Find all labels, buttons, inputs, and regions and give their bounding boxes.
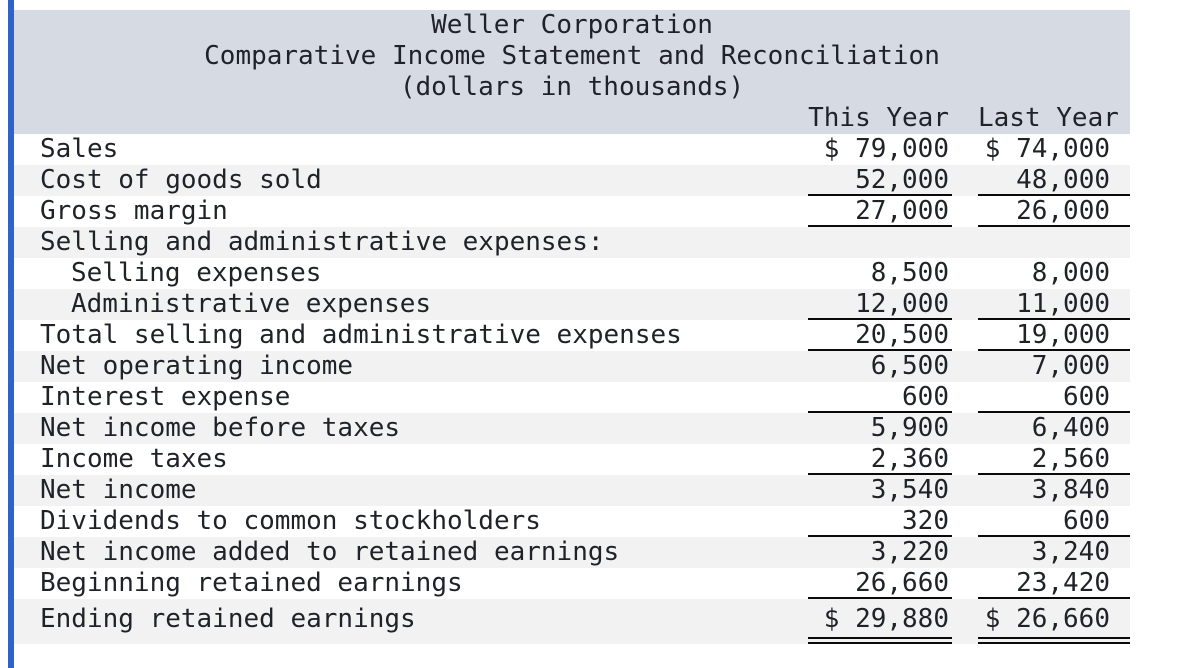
value-this-year: 3,540 (870, 475, 949, 505)
value-last-year: 6,400 (1031, 413, 1110, 443)
table-row: Total selling and administrative expense… (14, 320, 1130, 351)
value-last-year: $ 74,000 (984, 134, 1110, 164)
table-row: Sales $ 79,000 $ 74,000 (14, 134, 1130, 165)
value-last-year: 7,000 (1031, 351, 1110, 381)
value-last-year: 600 (978, 382, 1130, 413)
table-row: Income taxes 2,360 2,560 (14, 444, 1130, 475)
value-last-year: 48,000 (978, 165, 1130, 196)
column-gap (952, 382, 978, 413)
row-label: Net income added to retained earnings (40, 537, 620, 567)
column-gap (952, 134, 978, 165)
table-row: Net income 3,540 3,840 (14, 475, 1130, 506)
table-row: Gross margin 27,000 26,000 (14, 196, 1130, 227)
row-label: Net income before taxes (40, 413, 401, 443)
value-this-year: 600 (808, 382, 952, 413)
column-gap (952, 165, 978, 196)
statement-subtitle: (dollars in thousands) (399, 72, 745, 102)
value-this-year: $ 79,000 (823, 134, 949, 164)
table-row: Cost of goods sold 52,000 48,000 (14, 165, 1130, 196)
statement-rows: Sales $ 79,000 $ 74,000 Cost of goods sold 5… (14, 134, 1130, 644)
income-statement: Weller Corporation Comparative Income St… (14, 10, 1130, 644)
table-row: Net income before taxes 5,900 6,400 (14, 413, 1130, 444)
column-gap (952, 506, 978, 537)
table-row: Beginning retained earnings 26,660 23,420 (14, 568, 1130, 599)
value-this-year: 2,360 (808, 444, 952, 475)
row-label: Total selling and administrative expense… (40, 320, 682, 350)
column-gap (952, 568, 978, 599)
row-label: Selling and administrative expenses: (40, 227, 604, 257)
row-label: Cost of goods sold (40, 165, 322, 195)
column-gap (952, 258, 978, 289)
value-this-year: 20,500 (808, 320, 952, 351)
value-this-year: 3,220 (870, 537, 949, 567)
statement-header: Weller Corporation Comparative Income St… (14, 10, 1130, 134)
table-row: Selling and administrative expenses: (14, 227, 1130, 258)
value-last-year: $ 26,660 (978, 599, 1130, 644)
row-label: Beginning retained earnings (40, 568, 463, 598)
column-header-last-year: Last Year (978, 103, 1119, 133)
row-label: Gross margin (40, 196, 228, 226)
column-gap (952, 227, 978, 258)
table-row: Net operating income 6,500 7,000 (14, 351, 1130, 382)
column-gap (952, 351, 978, 382)
table-row: Dividends to common stockholders 320 600 (14, 506, 1130, 537)
value-this-year: 27,000 (808, 196, 952, 227)
column-gap (952, 475, 978, 506)
value-last-year: 11,000 (978, 289, 1130, 320)
statement-title: Comparative Income Statement and Reconci… (204, 41, 940, 71)
column-header-this-year: This Year (808, 103, 949, 133)
column-gap (952, 196, 978, 227)
row-label: Dividends to common stockholders (40, 506, 541, 536)
company-name: Weller Corporation (431, 10, 713, 40)
value-last-year: 3,840 (1031, 475, 1110, 505)
value-last-year: 3,240 (1031, 537, 1110, 567)
table-row: Interest expense 600 600 (14, 382, 1130, 413)
value-this-year: 26,660 (808, 568, 952, 599)
column-headers-row: This Year Last Year (14, 103, 1130, 134)
value-last-year: 19,000 (978, 320, 1130, 351)
table-row: Ending retained earnings $ 29,880 $ 26,660 (14, 599, 1130, 644)
left-accent-bar (8, 0, 14, 668)
value-last-year: 2,560 (978, 444, 1130, 475)
column-gap (952, 444, 978, 475)
value-last-year: 23,420 (978, 568, 1130, 599)
column-gap (952, 537, 978, 568)
value-this-year: 8,500 (870, 258, 949, 288)
value-last-year: 26,000 (978, 196, 1130, 227)
row-label: Net operating income (40, 351, 354, 381)
value-this-year (808, 227, 952, 258)
value-this-year: $ 29,880 (808, 599, 952, 644)
value-last-year: 8,000 (1031, 258, 1110, 288)
value-this-year: 12,000 (808, 289, 952, 320)
value-this-year: 52,000 (808, 165, 952, 196)
table-row: Net income added to retained earnings 3,2… (14, 537, 1130, 568)
value-this-year: 320 (808, 506, 952, 537)
row-label: Selling expenses (71, 258, 322, 288)
column-gap (952, 413, 978, 444)
row-label: Ending retained earnings (40, 604, 416, 634)
value-last-year: 600 (978, 506, 1130, 537)
row-label: Interest expense (40, 382, 291, 412)
column-gap (952, 320, 978, 351)
row-label: Income taxes (40, 444, 228, 474)
row-label: Administrative expenses (71, 289, 432, 319)
column-gap (952, 103, 978, 134)
value-this-year: 6,500 (870, 351, 949, 381)
value-this-year: 5,900 (870, 413, 949, 443)
value-last-year (978, 227, 1130, 258)
row-label: Sales (40, 134, 119, 164)
column-header-spacer (14, 103, 808, 134)
column-gap (952, 599, 978, 644)
table-row: Administrative expenses 12,000 11,000 (14, 289, 1130, 320)
column-gap (952, 289, 978, 320)
table-row: Selling expenses 8,500 8,000 (14, 258, 1130, 289)
row-label: Net income (40, 475, 197, 505)
